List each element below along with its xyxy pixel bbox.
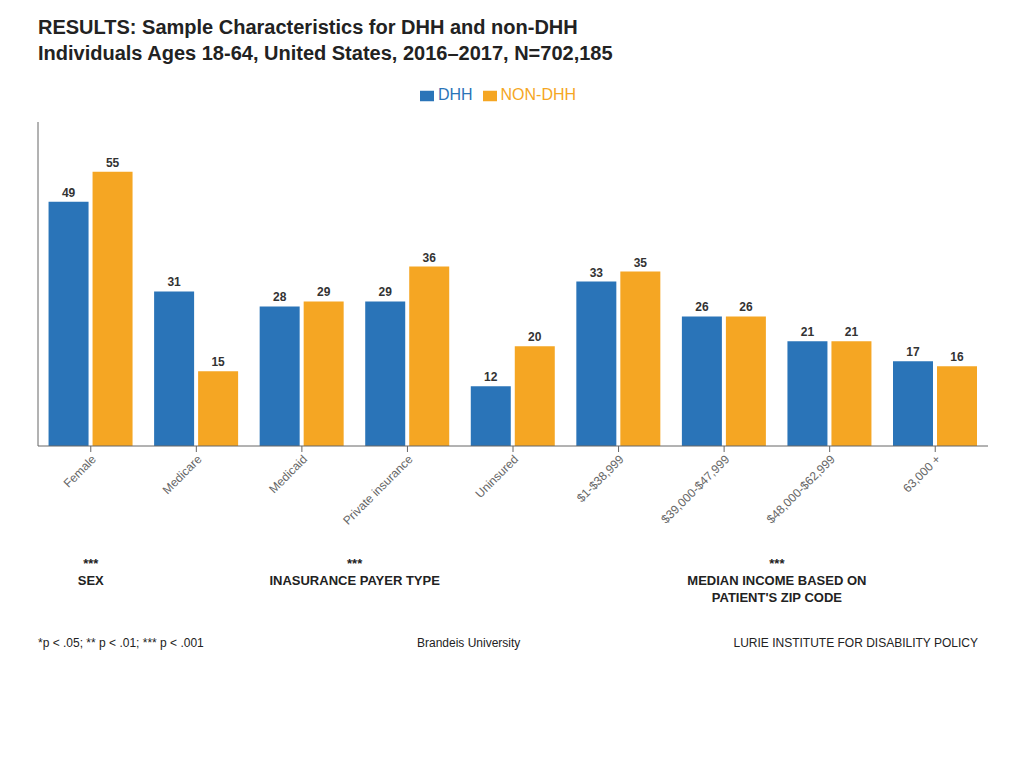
svg-text:$39,000-$47,999: $39,000-$47,999	[658, 452, 732, 526]
svg-text:Medicare: Medicare	[160, 452, 205, 497]
svg-text:12: 12	[484, 370, 498, 384]
svg-text:Medicaid: Medicaid	[266, 452, 310, 496]
html-text:RESULTS: Sample Characteristic: RESULTS: Sample Characteristics for DHH …	[38, 16, 613, 64]
svg-text:15: 15	[211, 355, 225, 369]
svg-text:Private insurance: Private insurance	[340, 452, 416, 528]
svg-text:$1-$38,999: $1-$38,999	[574, 452, 627, 505]
svg-text:33: 33	[590, 266, 604, 280]
svg-text:29: 29	[317, 285, 331, 299]
svg-text:29: 29	[379, 285, 393, 299]
svg-text:31: 31	[167, 275, 181, 289]
svg-text:21: 21	[801, 325, 815, 339]
html-text:NON-DHH: NON-DHH	[500, 86, 577, 103]
svg-text:55: 55	[106, 156, 120, 170]
svg-text:$48,000-$62,999: $48,000-$62,999	[764, 452, 838, 526]
svg-text:36: 36	[423, 251, 437, 265]
svg-text:26: 26	[695, 300, 709, 314]
html-text:*p < .05; ** p < .01; *** p <: *p < .05; ** p < .01; *** p < .001	[38, 636, 204, 650]
html-text:LURIE INSTITUTE FOR DISABILITY: LURIE INSTITUTE FOR DISABILITY POLICY	[733, 636, 978, 650]
html-text:SEX: SEX	[77, 572, 104, 588]
svg-text:35: 35	[634, 256, 648, 270]
svg-text:17: 17	[906, 345, 920, 359]
svg-text:26: 26	[739, 300, 753, 314]
svg-text:16: 16	[950, 350, 964, 364]
svg-text:20: 20	[528, 330, 542, 344]
html-text:Brandeis University: Brandeis University	[417, 636, 521, 650]
svg-text:49: 49	[62, 186, 76, 200]
html-text:DHH: DHH	[437, 86, 473, 103]
html-text:MEDIAN INCOME BASED ON PATIENT: MEDIAN INCOME BASED ON PATIENT'S ZIP COD…	[687, 572, 867, 605]
svg-text:21: 21	[845, 325, 859, 339]
svg-text:63,000 +: 63,000 +	[900, 452, 943, 495]
svg-text:Uninsured: Uninsured	[473, 452, 522, 501]
svg-text:Female: Female	[61, 452, 99, 490]
html-text:INASURANCE PAYER TYPE: INASURANCE PAYER TYPE	[269, 572, 440, 588]
svg-text:28: 28	[273, 290, 287, 304]
